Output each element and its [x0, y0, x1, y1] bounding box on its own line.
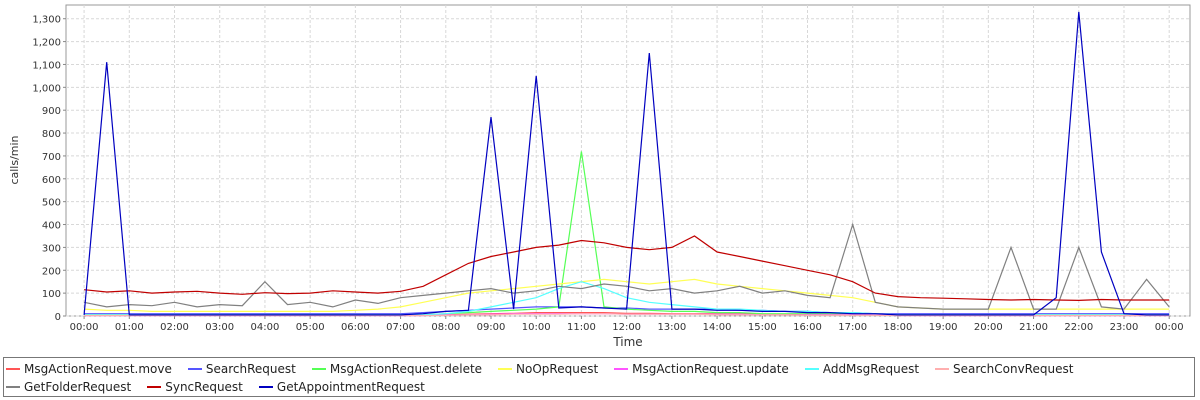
y-tick-label: 800: [42, 129, 61, 140]
x-tick-label: 18:00: [884, 322, 913, 333]
legend-label: GetAppointmentRequest: [276, 380, 425, 394]
series-line: [83, 11, 1170, 316]
legend-item: SyncRequest: [147, 378, 243, 396]
y-tick-label: 700: [42, 152, 61, 163]
legend-item: AddMsgRequest: [804, 360, 920, 378]
x-tick-label: 19:00: [929, 322, 958, 333]
x-tick-label: 12:00: [612, 322, 641, 333]
x-tick-label: 21:00: [1019, 322, 1048, 333]
y-tick-label: 300: [42, 243, 61, 254]
legend-swatch: [498, 368, 513, 370]
x-tick-label: 05:00: [296, 322, 325, 333]
legend-swatch: [614, 368, 629, 370]
legend-swatch: [6, 368, 20, 370]
legend-item: MsgActionRequest.delete: [311, 360, 483, 378]
legend-label: MsgActionRequest.update: [632, 362, 789, 376]
x-tick-label: 14:00: [703, 322, 732, 333]
y-tick-label: 600: [42, 175, 61, 186]
x-tick-label: 23:00: [1110, 322, 1139, 333]
legend-item: GetAppointmentRequest: [258, 378, 425, 396]
legend-item: MsgActionRequest.update: [614, 360, 789, 378]
legend-label: GetFolderRequest: [24, 380, 132, 394]
x-tick-label: 03:00: [205, 322, 234, 333]
legend-swatch: [187, 368, 202, 370]
y-tick-label: 100: [42, 289, 61, 300]
x-tick-label: 20:00: [974, 322, 1003, 333]
y-tick-label: 1,000: [32, 83, 61, 94]
legend-label: AddMsgRequest: [822, 362, 920, 376]
legend-swatch: [311, 368, 326, 370]
legend-label: SearchConvRequest: [953, 362, 1074, 376]
y-axis-title: calls/min: [8, 135, 21, 184]
x-tick-label: 15:00: [748, 322, 777, 333]
y-tick-label: 200: [42, 266, 61, 277]
x-axis-title: Time: [612, 335, 642, 349]
legend-item: SearchRequest: [187, 360, 296, 378]
legend-label: SyncRequest: [165, 380, 243, 394]
x-tick-label: 17:00: [838, 322, 867, 333]
x-tick-label: 08:00: [431, 322, 460, 333]
series-line: [83, 222, 1170, 310]
legend-swatch: [258, 386, 273, 388]
x-tick-label: 04:00: [251, 322, 280, 333]
legend-swatch: [147, 386, 162, 388]
plot-frame: [65, 4, 1191, 317]
x-tick-label: 10:00: [522, 322, 551, 333]
series-line: [84, 235, 1170, 302]
plot-area: calls/min Time 0 100 200 300 400 500 600 700 800…: [8, 4, 1191, 349]
x-tick-label: 00:00: [1155, 322, 1184, 333]
x-tick-label: 02:00: [160, 322, 189, 333]
x-tick-label: 00:00: [70, 322, 99, 333]
x-tick-label: 13:00: [657, 322, 686, 333]
legend-label: MsgActionRequest.delete: [329, 362, 483, 376]
y-tick-label: 400: [42, 221, 61, 232]
x-tick-label: 07:00: [386, 322, 415, 333]
legend-item: NoOpRequest: [498, 360, 598, 378]
legend-item: MsgActionRequest.move: [6, 360, 172, 378]
y-tick-label: 500: [42, 198, 61, 209]
y-tick-label: 900: [42, 106, 61, 117]
x-tick-label: 09:00: [477, 322, 506, 333]
x-tick-label: 01:00: [115, 322, 144, 333]
x-tick-label: 11:00: [567, 322, 596, 333]
y-tick-label: 1,200: [32, 38, 61, 49]
legend-swatch: [804, 368, 819, 370]
legend-item: GetFolderRequest: [6, 378, 131, 396]
legend-swatch: [935, 368, 950, 370]
y-tick-label: 1,100: [32, 60, 61, 71]
x-tick-label: 22:00: [1064, 322, 1093, 333]
legend-label: NoOpRequest: [516, 362, 599, 376]
y-tick-label: 0: [55, 312, 61, 323]
legend-label: SearchRequest: [205, 362, 296, 376]
legend-label: MsgActionRequest.move: [24, 362, 172, 376]
legend-item: SearchConvRequest: [935, 360, 1073, 378]
x-tick-label: 16:00: [793, 322, 822, 333]
legend: MsgActionRequest.move SearchRequest MsgAct…: [3, 357, 1195, 397]
legend-swatch: [6, 386, 20, 388]
y-tick-label: 1,300: [32, 15, 61, 26]
x-tick-label: 06:00: [341, 322, 370, 333]
